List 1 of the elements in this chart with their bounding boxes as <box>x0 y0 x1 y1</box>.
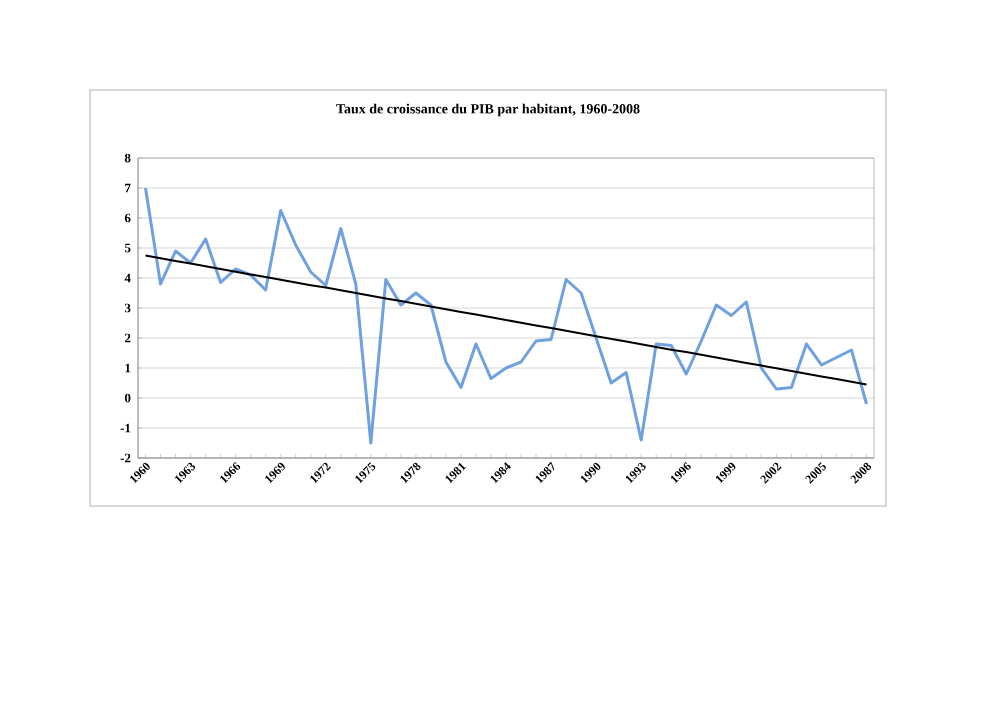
line-series <box>144 186 868 445</box>
